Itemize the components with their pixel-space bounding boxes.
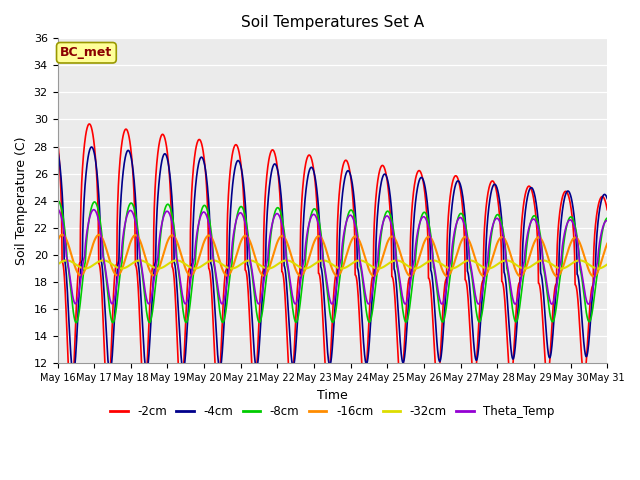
Theta_Temp bbox=[492, 216, 500, 222]
-4cm bbox=[493, 183, 500, 189]
Line: -2cm: -2cm bbox=[58, 124, 607, 403]
-2cm bbox=[54, 137, 61, 143]
Theta_Temp bbox=[570, 223, 578, 228]
-4cm bbox=[349, 183, 356, 189]
-32cm bbox=[207, 258, 215, 264]
-16cm bbox=[555, 273, 563, 278]
Theta_Temp bbox=[54, 206, 61, 212]
-8cm bbox=[207, 230, 215, 236]
-4cm bbox=[207, 262, 215, 267]
-16cm bbox=[604, 241, 611, 247]
Theta_Temp bbox=[360, 283, 368, 289]
Legend: -2cm, -4cm, -8cm, -16cm, -32cm, Theta_Temp: -2cm, -4cm, -8cm, -16cm, -32cm, Theta_Te… bbox=[105, 400, 559, 422]
Theta_Temp bbox=[348, 214, 356, 219]
-16cm bbox=[54, 238, 61, 244]
Line: -8cm: -8cm bbox=[58, 201, 607, 323]
-16cm bbox=[58, 232, 66, 238]
-32cm bbox=[349, 261, 356, 266]
Line: -16cm: -16cm bbox=[58, 235, 607, 276]
-8cm bbox=[361, 295, 369, 300]
-32cm bbox=[54, 262, 61, 267]
-8cm bbox=[556, 282, 563, 288]
Y-axis label: Soil Temperature (C): Soil Temperature (C) bbox=[15, 136, 28, 265]
-32cm bbox=[360, 259, 368, 264]
-2cm bbox=[361, 384, 369, 390]
-2cm bbox=[570, 245, 578, 251]
-4cm bbox=[88, 144, 95, 150]
-2cm bbox=[86, 121, 93, 127]
-2cm bbox=[604, 207, 611, 213]
-8cm bbox=[493, 212, 500, 218]
-32cm bbox=[492, 262, 500, 268]
-4cm bbox=[361, 351, 369, 357]
-2cm bbox=[349, 192, 356, 198]
Title: Soil Temperatures Set A: Soil Temperatures Set A bbox=[241, 15, 424, 30]
-4cm bbox=[556, 253, 563, 259]
-16cm bbox=[492, 243, 500, 249]
-8cm bbox=[570, 220, 578, 226]
-32cm bbox=[63, 257, 70, 263]
-16cm bbox=[590, 274, 598, 279]
-32cm bbox=[555, 265, 563, 271]
-16cm bbox=[349, 236, 356, 242]
Theta_Temp bbox=[604, 218, 611, 224]
-8cm bbox=[349, 208, 356, 214]
-16cm bbox=[570, 235, 578, 240]
-2cm bbox=[207, 284, 215, 290]
-2cm bbox=[493, 188, 500, 194]
-32cm bbox=[604, 262, 611, 267]
-4cm bbox=[54, 146, 61, 152]
Line: -4cm: -4cm bbox=[58, 147, 607, 374]
Theta_Temp bbox=[207, 232, 214, 238]
-4cm bbox=[70, 371, 77, 377]
X-axis label: Time: Time bbox=[317, 389, 348, 402]
-32cm bbox=[594, 265, 602, 271]
-32cm bbox=[570, 259, 578, 265]
Text: BC_met: BC_met bbox=[60, 46, 113, 59]
-8cm bbox=[54, 198, 61, 204]
-16cm bbox=[360, 252, 368, 258]
-8cm bbox=[54, 198, 61, 204]
Theta_Temp bbox=[585, 301, 593, 307]
-2cm bbox=[556, 216, 563, 221]
-8cm bbox=[72, 320, 80, 325]
-4cm bbox=[604, 196, 611, 202]
-16cm bbox=[207, 234, 215, 240]
-2cm bbox=[67, 400, 75, 406]
Theta_Temp bbox=[555, 270, 563, 276]
-8cm bbox=[604, 215, 611, 221]
-4cm bbox=[570, 216, 578, 221]
Line: -32cm: -32cm bbox=[58, 260, 607, 268]
Line: Theta_Temp: Theta_Temp bbox=[58, 209, 607, 304]
